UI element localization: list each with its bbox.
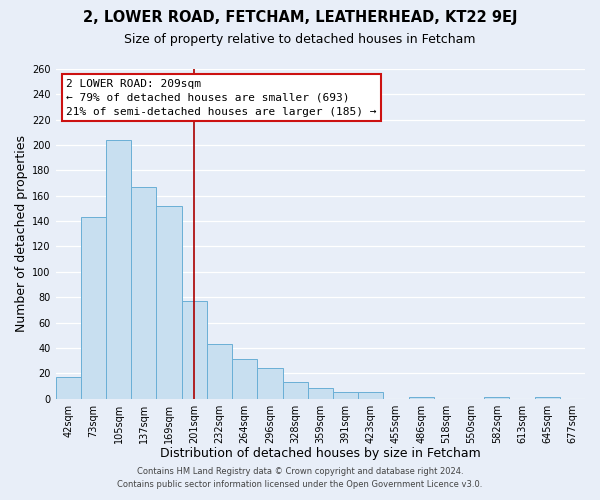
Bar bbox=[308, 388, 333, 398]
Bar bbox=[157, 206, 182, 398]
Y-axis label: Number of detached properties: Number of detached properties bbox=[15, 136, 28, 332]
Bar bbox=[333, 392, 358, 398]
Bar bbox=[182, 301, 207, 398]
Bar bbox=[81, 218, 106, 398]
X-axis label: Distribution of detached houses by size in Fetcham: Distribution of detached houses by size … bbox=[160, 447, 481, 460]
Text: 2, LOWER ROAD, FETCHAM, LEATHERHEAD, KT22 9EJ: 2, LOWER ROAD, FETCHAM, LEATHERHEAD, KT2… bbox=[83, 10, 517, 25]
Bar bbox=[131, 187, 157, 398]
Bar bbox=[283, 382, 308, 398]
Bar bbox=[56, 377, 81, 398]
Bar bbox=[106, 140, 131, 398]
Text: 2 LOWER ROAD: 209sqm
← 79% of detached houses are smaller (693)
21% of semi-deta: 2 LOWER ROAD: 209sqm ← 79% of detached h… bbox=[66, 79, 377, 117]
Bar bbox=[207, 344, 232, 399]
Bar bbox=[358, 392, 383, 398]
Bar bbox=[257, 368, 283, 398]
Bar bbox=[232, 360, 257, 399]
Text: Contains HM Land Registry data © Crown copyright and database right 2024.
Contai: Contains HM Land Registry data © Crown c… bbox=[118, 468, 482, 489]
Text: Size of property relative to detached houses in Fetcham: Size of property relative to detached ho… bbox=[124, 32, 476, 46]
